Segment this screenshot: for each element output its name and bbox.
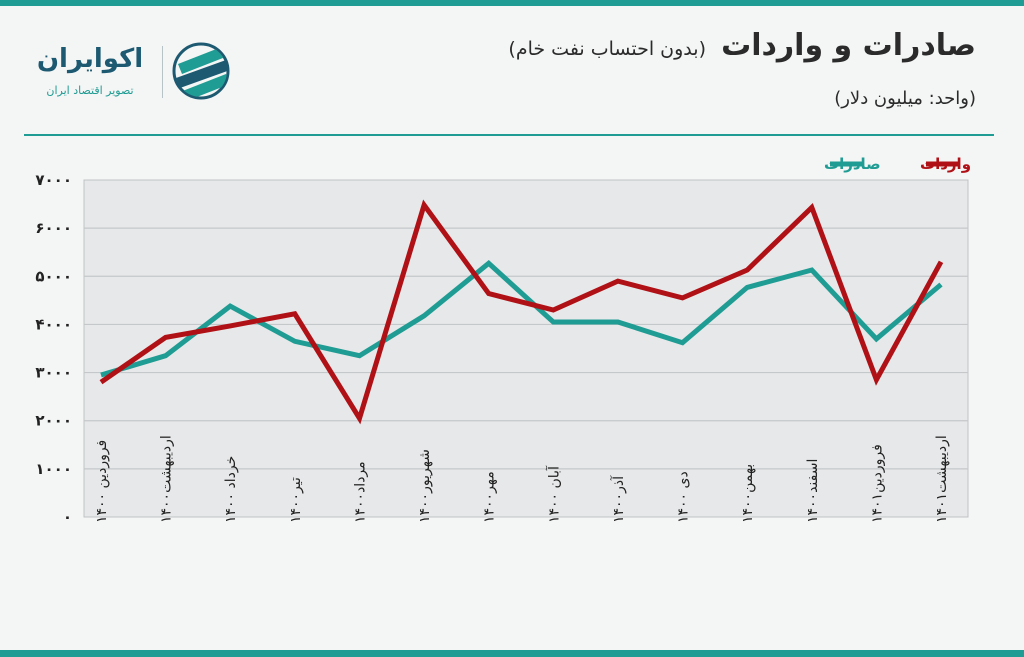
page-title: صادرات و واردات (بدون احتساب نفت خام) (508, 28, 976, 63)
x-tick-label: مرداد۱۴۰۰ (352, 461, 368, 523)
x-tick-label: آذر۱۴۰۰ (610, 475, 627, 523)
y-tick-label: ۴۰۰۰ (35, 315, 72, 333)
y-tick-label: ۲۰۰۰ (35, 412, 72, 430)
legend-label: صادرات (824, 155, 881, 173)
title-subtitle: (بدون احتساب نفت خام) (508, 38, 706, 60)
unit-label: (واحد: میلیون دلار) (834, 88, 976, 109)
plot-area (83, 179, 969, 518)
y-axis-ticks: ۰ ۱۰۰۰ ۲۰۰۰ ۳۰۰۰ ۴۰۰۰ ۵۰۰۰ ۶۰۰۰ ۷۰۰۰ (35, 171, 72, 526)
x-tick-label: مهر۱۴۰۰ (482, 471, 498, 523)
series-line (99, 199, 944, 425)
line-chart: ۰ ۱۰۰۰ ۲۰۰۰ ۳۰۰۰ ۴۰۰۰ ۵۰۰۰ ۶۰۰۰ ۷۰۰۰ فروردین ۱۴… (35, 155, 971, 526)
series-lines (99, 199, 944, 425)
y-tick-label: ۰ (63, 508, 72, 526)
logo-separator (162, 46, 163, 98)
stripes-circle-icon (172, 42, 230, 100)
legend-label: واردات (920, 155, 971, 173)
x-tick-label: تیر۱۴۰۰ (288, 477, 304, 523)
y-tick-label: ۶۰۰۰ (35, 219, 72, 237)
x-tick-label: دی ۱۴۰۰ (676, 471, 692, 523)
y-tick-label: ۱۰۰۰ (35, 460, 72, 478)
logo-tagline: تصویر اقتصاد ایران (46, 84, 134, 97)
x-tick-label: بهمن۱۴۰۰ (740, 464, 756, 523)
bottom-accent-bar (0, 650, 1024, 657)
x-tick-label: اردیبهشت۱۴۰۱ (934, 435, 950, 523)
y-tick-label: ۷۰۰۰ (35, 171, 72, 189)
legend: واردات صادرات (824, 155, 971, 173)
y-tick-label: ۳۰۰۰ (35, 364, 72, 382)
title-main: صادرات و واردات (721, 28, 976, 63)
top-accent-bar (0, 0, 1024, 6)
x-axis-ticks: فروردین ۱۴۰۰ اردیبهشت۱۴۰۰ خرداد ۱۴۰۰ تیر۱۴۰… (94, 435, 950, 523)
x-tick-label: اسفند۱۴۰۰ (805, 459, 821, 523)
x-tick-label: فروردین ۱۴۰۰ (94, 440, 110, 523)
x-tick-label: خرداد ۱۴۰۰ (223, 456, 239, 523)
x-tick-label: شهریور۱۴۰۰ (417, 449, 433, 523)
y-tick-label: ۵۰۰۰ (35, 267, 72, 285)
x-tick-label: فروردین۱۴۰۱ (869, 444, 885, 523)
series-line (100, 260, 943, 378)
header-divider (24, 134, 994, 136)
x-tick-label: اردیبهشت۱۴۰۰ (159, 435, 175, 523)
logo-brand: اکوایران (36, 44, 144, 74)
x-tick-label: آبان ۱۴۰۰ (545, 465, 562, 523)
logo: اکوایران تصویر اقتصاد ایران (26, 38, 236, 108)
